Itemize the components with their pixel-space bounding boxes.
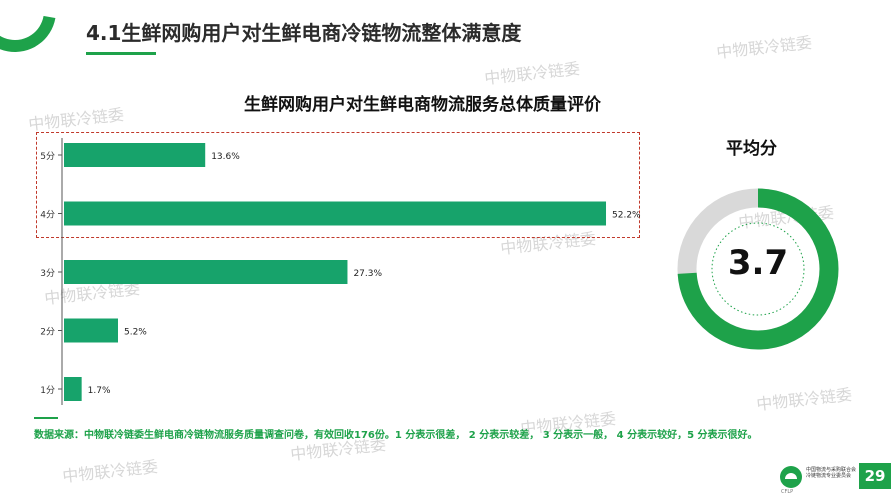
watermark: 中物联冷链委 [755, 385, 853, 414]
organization-logo-icon [780, 466, 802, 488]
bar-value-label: 52.2% [612, 211, 641, 221]
average-score-value: 3.7 [727, 243, 789, 283]
slide-title: 4.1生鲜网购用户对生鲜电商冷链物流整体满意度 [86, 21, 522, 45]
bar [64, 201, 607, 226]
source-underline [34, 417, 58, 419]
bar-value-label: 13.6% [211, 152, 240, 162]
bar-chart: 5分 13.6% 4分 52.2% 3分 27.3% 2分 5.2% 1分 1.7% [40, 138, 641, 405]
bar-chart-title: 生鲜网购用户对生鲜电商物流服务总体质量评价 [244, 95, 601, 115]
category-label: 4分 [40, 210, 55, 221]
average-score-donut [677, 188, 839, 350]
highlight-box [36, 132, 640, 238]
title-underline [86, 52, 156, 55]
footer-org-line1: 中国物流与采购联合会 [806, 467, 857, 473]
category-label: 1分 [40, 385, 55, 396]
category-label: 2分 [40, 327, 55, 338]
footer-organization: 中国物流与采购联合会 冷链物流专业委员会 [806, 467, 856, 479]
footer-org-line2: 冷链物流专业委员会 [806, 473, 852, 479]
average-score-title: 平均分 [726, 139, 777, 159]
category-label: 5分 [40, 151, 55, 162]
bar [64, 377, 82, 401]
bar [64, 318, 118, 343]
bar-value-label: 27.3% [353, 269, 382, 279]
donut-fill-arc [677, 188, 839, 350]
bar [64, 260, 348, 284]
bar-value-label: 1.7% [88, 386, 111, 396]
donut-inner-ring [711, 222, 805, 316]
watermark: 中物联冷链委 [715, 33, 813, 62]
page-number: 29 [859, 463, 891, 489]
footer-org-en: CFLP [781, 489, 794, 495]
bar-value-label: 5.2% [124, 328, 147, 338]
source-note: 数据来源：中物联冷链委生鲜电商冷链物流服务质量调查问卷，有效回收176份。1 分… [34, 430, 758, 441]
category-label: 3分 [40, 268, 55, 279]
bar [64, 143, 206, 167]
watermark: 中物联冷链委 [61, 457, 159, 486]
